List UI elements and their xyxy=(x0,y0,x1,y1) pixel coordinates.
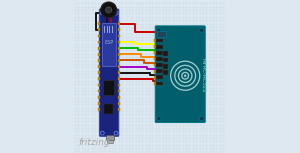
FancyBboxPatch shape xyxy=(99,9,119,136)
Bar xyxy=(98,28,101,31)
Text: MFRC-RC522: MFRC-RC522 xyxy=(201,58,206,92)
Text: ESP: ESP xyxy=(104,40,114,45)
Circle shape xyxy=(100,131,104,135)
Bar xyxy=(98,108,101,111)
Circle shape xyxy=(114,11,118,15)
Bar xyxy=(118,102,120,105)
Bar xyxy=(104,104,112,114)
Circle shape xyxy=(200,116,204,121)
Bar xyxy=(163,70,168,75)
Bar xyxy=(98,35,101,37)
Bar xyxy=(118,77,120,80)
Bar xyxy=(118,28,120,31)
Bar xyxy=(154,82,156,85)
Bar xyxy=(98,59,101,62)
Bar xyxy=(154,64,156,66)
Bar xyxy=(98,90,101,92)
Bar xyxy=(107,140,113,143)
Bar xyxy=(154,45,156,48)
Bar xyxy=(156,57,163,61)
Bar xyxy=(154,58,156,60)
Bar xyxy=(98,71,101,74)
Bar xyxy=(118,47,120,50)
Bar xyxy=(118,59,120,62)
Bar xyxy=(118,90,120,92)
Circle shape xyxy=(100,11,104,15)
Bar xyxy=(154,76,156,79)
Bar xyxy=(103,80,114,95)
Bar xyxy=(98,22,101,25)
Bar xyxy=(118,53,120,56)
Bar xyxy=(118,96,120,99)
Bar xyxy=(163,58,168,62)
Bar xyxy=(154,70,156,73)
Bar xyxy=(157,31,166,37)
Bar xyxy=(118,35,120,37)
Text: fritzing: fritzing xyxy=(78,138,110,147)
Bar xyxy=(98,47,101,50)
Bar xyxy=(163,51,168,56)
Bar xyxy=(98,65,101,68)
Bar xyxy=(156,45,163,49)
Bar xyxy=(98,41,101,43)
Bar xyxy=(98,102,101,105)
Circle shape xyxy=(157,28,161,32)
Bar xyxy=(156,82,163,85)
Circle shape xyxy=(200,28,204,32)
Circle shape xyxy=(184,75,186,77)
Bar xyxy=(118,41,120,43)
FancyBboxPatch shape xyxy=(155,26,205,123)
Bar xyxy=(154,51,156,54)
Bar xyxy=(98,53,101,56)
Bar xyxy=(163,64,168,69)
Bar xyxy=(156,63,163,67)
Bar xyxy=(118,84,120,86)
Bar xyxy=(156,39,163,42)
Bar xyxy=(118,65,120,68)
Bar xyxy=(154,39,156,42)
Bar xyxy=(98,77,101,80)
Circle shape xyxy=(101,2,117,18)
Bar xyxy=(156,51,163,55)
Bar xyxy=(118,71,120,74)
Bar xyxy=(156,75,163,79)
Bar xyxy=(98,96,101,99)
Bar xyxy=(118,22,120,25)
Bar xyxy=(118,108,120,111)
Circle shape xyxy=(114,131,118,135)
Bar xyxy=(106,135,114,140)
Bar xyxy=(156,69,163,73)
Circle shape xyxy=(157,116,161,121)
Circle shape xyxy=(106,7,112,13)
Bar xyxy=(102,23,116,66)
Bar xyxy=(98,84,101,86)
